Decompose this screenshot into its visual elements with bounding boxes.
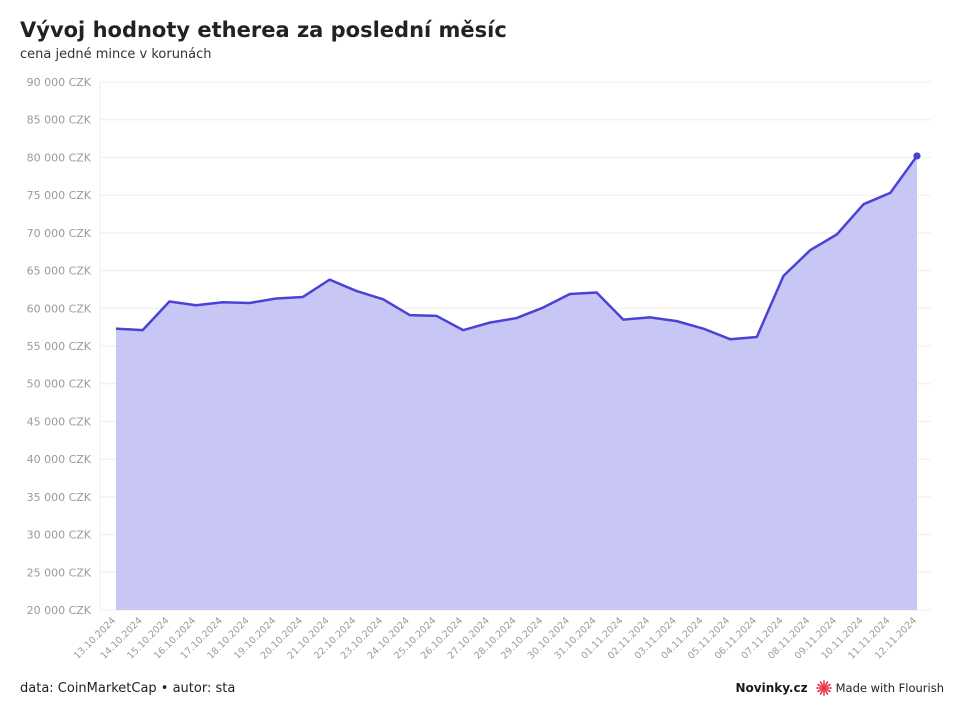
y-tick-label: 20 000 CZK [27, 604, 92, 617]
data-point[interactable] [862, 202, 866, 206]
data-point[interactable] [167, 299, 171, 303]
x-axis: 13.10.202414.10.202415.10.202416.10.2024… [72, 615, 919, 661]
data-point[interactable] [488, 321, 492, 325]
data-point[interactable] [835, 232, 839, 236]
data-point[interactable] [114, 327, 118, 331]
y-tick-label: 80 000 CZK [27, 151, 92, 164]
data-point[interactable] [274, 296, 278, 300]
data-point[interactable] [675, 319, 679, 323]
data-point[interactable] [194, 303, 198, 307]
data-point[interactable] [328, 278, 332, 282]
flourish-label: Made with Flourish [835, 681, 944, 695]
y-tick-label: 30 000 CZK [27, 529, 92, 542]
novinky-logo[interactable]: Novinky.cz [735, 681, 808, 695]
branding: Novinky.cz Made with Flourish [735, 680, 944, 696]
data-point[interactable] [408, 313, 412, 317]
y-tick-label: 70 000 CZK [27, 227, 92, 240]
flourish-credit[interactable]: Made with Flourish [815, 680, 944, 696]
data-point[interactable] [888, 191, 892, 195]
source-credit: data: CoinMarketCap • autor: sta [20, 681, 236, 696]
data-point[interactable] [301, 295, 305, 299]
y-tick-label: 90 000 CZK [27, 76, 92, 89]
data-point[interactable] [595, 290, 599, 294]
flourish-burst-icon [815, 680, 832, 696]
y-tick-label: 45 000 CZK [27, 415, 92, 428]
series-line [115, 155, 919, 341]
data-point[interactable] [648, 315, 652, 319]
data-point[interactable] [461, 328, 465, 332]
data-point[interactable] [515, 316, 519, 320]
data-point[interactable] [434, 314, 438, 318]
y-tick-label: 55 000 CZK [27, 340, 92, 353]
y-tick-label: 40 000 CZK [27, 453, 92, 466]
data-point[interactable] [568, 292, 572, 296]
data-point[interactable] [248, 301, 252, 305]
data-point[interactable] [701, 327, 705, 331]
y-tick-label: 75 000 CZK [27, 189, 92, 202]
data-point[interactable] [782, 274, 786, 278]
area-fill [116, 155, 917, 611]
y-tick-label: 25 000 CZK [27, 566, 92, 579]
y-tick-label: 50 000 CZK [27, 378, 92, 391]
y-tick-label: 85 000 CZK [27, 114, 92, 127]
last-data-point[interactable] [913, 152, 921, 160]
data-point[interactable] [354, 289, 358, 293]
y-axis: 20 000 CZK 25 000 CZK 30 000 CZK 35 000 CZK… [27, 76, 92, 617]
data-point[interactable] [728, 337, 732, 341]
data-point[interactable] [755, 335, 759, 339]
data-points [114, 152, 921, 341]
data-point[interactable] [808, 248, 812, 252]
chart-title: Vývoj hodnoty etherea za poslední měsíc [20, 18, 507, 42]
chart-subtitle: cena jedné mince v korunách [20, 47, 212, 62]
y-tick-label: 65 000 CZK [27, 265, 92, 278]
data-point[interactable] [221, 300, 225, 304]
data-point[interactable] [141, 328, 145, 332]
y-tick-label: 60 000 CZK [27, 302, 92, 315]
data-point[interactable] [381, 297, 385, 301]
y-tick-label: 35 000 CZK [27, 491, 92, 504]
data-point[interactable] [541, 306, 545, 310]
data-point[interactable] [621, 318, 625, 322]
